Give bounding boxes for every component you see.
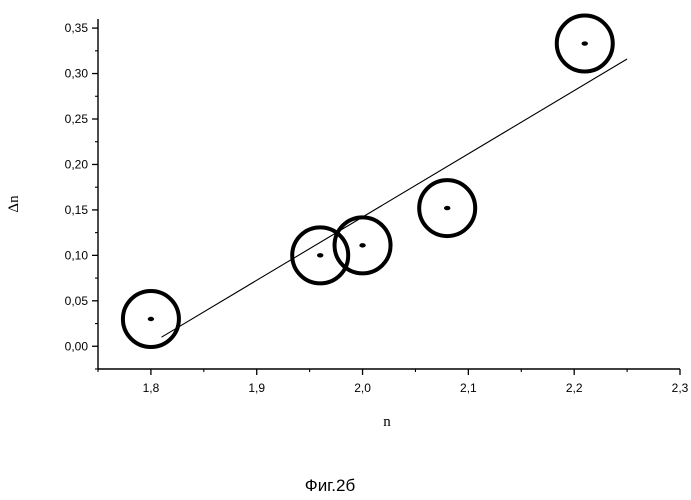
x-tick-label-4: 2,2 bbox=[566, 381, 583, 395]
x-tick-label-1: 1,9 bbox=[248, 381, 265, 395]
y-tick-label-0: 0,00 bbox=[65, 339, 89, 353]
data-point-0 bbox=[148, 317, 154, 321]
fit-line bbox=[161, 59, 627, 337]
data-point-2 bbox=[359, 243, 365, 247]
data-point-1 bbox=[317, 253, 323, 257]
y-tick-label-5: 0,25 bbox=[65, 112, 89, 126]
x-tick-label-5: 2,3 bbox=[672, 381, 689, 395]
y-tick-label-3: 0,15 bbox=[65, 203, 89, 217]
plot-area: 0,00 0,05 0,10 0,15 0,20 0,25 0,30 0,35 1,8 1,9 2,… bbox=[65, 16, 689, 395]
y-tick-label-2: 0,10 bbox=[65, 248, 89, 262]
data-point-3 bbox=[444, 206, 450, 210]
y-tick-label-4: 0,20 bbox=[65, 157, 89, 171]
x-tick-label-2: 2,0 bbox=[354, 381, 371, 395]
y-tick-label-6: 0,30 bbox=[65, 67, 89, 81]
figure-caption: Фиг.2б bbox=[305, 476, 356, 495]
y-tick-label-7: 0,35 bbox=[65, 21, 89, 35]
x-tick-label-3: 2,1 bbox=[460, 381, 477, 395]
x-tick-label-0: 1,8 bbox=[143, 381, 160, 395]
x-axis-label: n bbox=[383, 414, 391, 430]
y-tick-label-1: 0,05 bbox=[65, 294, 89, 308]
data-point-4 bbox=[582, 41, 588, 45]
y-axis-label: Δn bbox=[6, 195, 22, 213]
